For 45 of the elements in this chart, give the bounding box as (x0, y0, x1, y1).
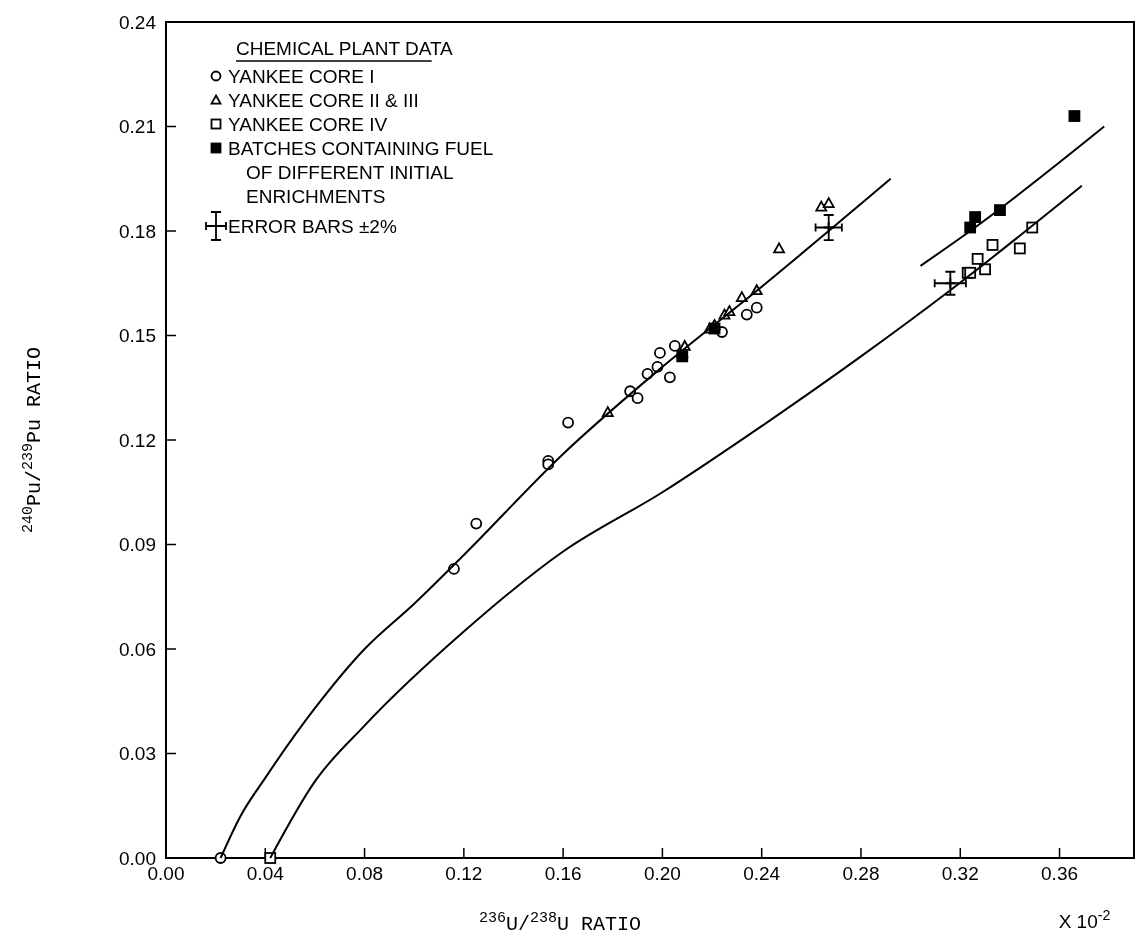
x-tick-label: 0.28 (842, 863, 880, 884)
point (1013, 242, 1026, 255)
y-tick-label: 0.15 (119, 325, 156, 347)
y-tick-label: 0.06 (119, 638, 156, 660)
point (663, 371, 676, 384)
point (986, 239, 999, 251)
point (773, 242, 785, 254)
point (631, 392, 644, 405)
point (668, 340, 681, 352)
x-tick-label: 0.08 (346, 863, 384, 884)
point (969, 211, 982, 223)
point (750, 301, 763, 314)
point (676, 350, 689, 363)
point (815, 200, 828, 212)
legend-title: CHEMICAL PLANT DATA (236, 37, 454, 59)
point (1068, 110, 1081, 122)
x-tick-label: 0.16 (544, 863, 582, 884)
legend-label: YANKEE CORE II & III (228, 89, 419, 111)
legend-label: BATCHES CONTAINING FUEL OF DIFFERENT INITIAL ENRICHMENTS (228, 137, 494, 207)
point (944, 277, 957, 290)
x-axis-title: $^{236}$U/$^{238}$U RATIO (478, 909, 642, 936)
x-tick-label: 0.12 (445, 863, 483, 884)
y-tick-label: 0.18 (119, 220, 156, 242)
text: X 10$^{-2}$ (1058, 907, 1111, 932)
point (740, 308, 753, 321)
point (654, 347, 666, 359)
y-tick-label: 0.21 (119, 116, 156, 138)
x-tick-label: 0.36 (1041, 863, 1079, 884)
point (822, 197, 835, 209)
legend-label: YANKEE CORE IV (228, 113, 388, 135)
y-tick-label: 0.12 (119, 429, 156, 451)
x-tick-label: 0.32 (941, 863, 979, 884)
point (470, 517, 483, 530)
point (822, 221, 835, 234)
point (562, 416, 574, 429)
y-tick-label: 0.24 (119, 11, 157, 33)
y-tick-label: 0.03 (119, 743, 156, 765)
legend-label: YANKEE CORE I (228, 65, 375, 87)
x-tick-label: 0.24 (743, 863, 781, 884)
y-tick-label: 0.09 (119, 534, 156, 556)
point (979, 263, 991, 276)
x-tick-label: 0.04 (246, 863, 285, 884)
point (971, 252, 984, 265)
x-tick-label: 0.20 (643, 863, 681, 884)
legend-label: ERROR BARS ±2% (228, 215, 397, 237)
